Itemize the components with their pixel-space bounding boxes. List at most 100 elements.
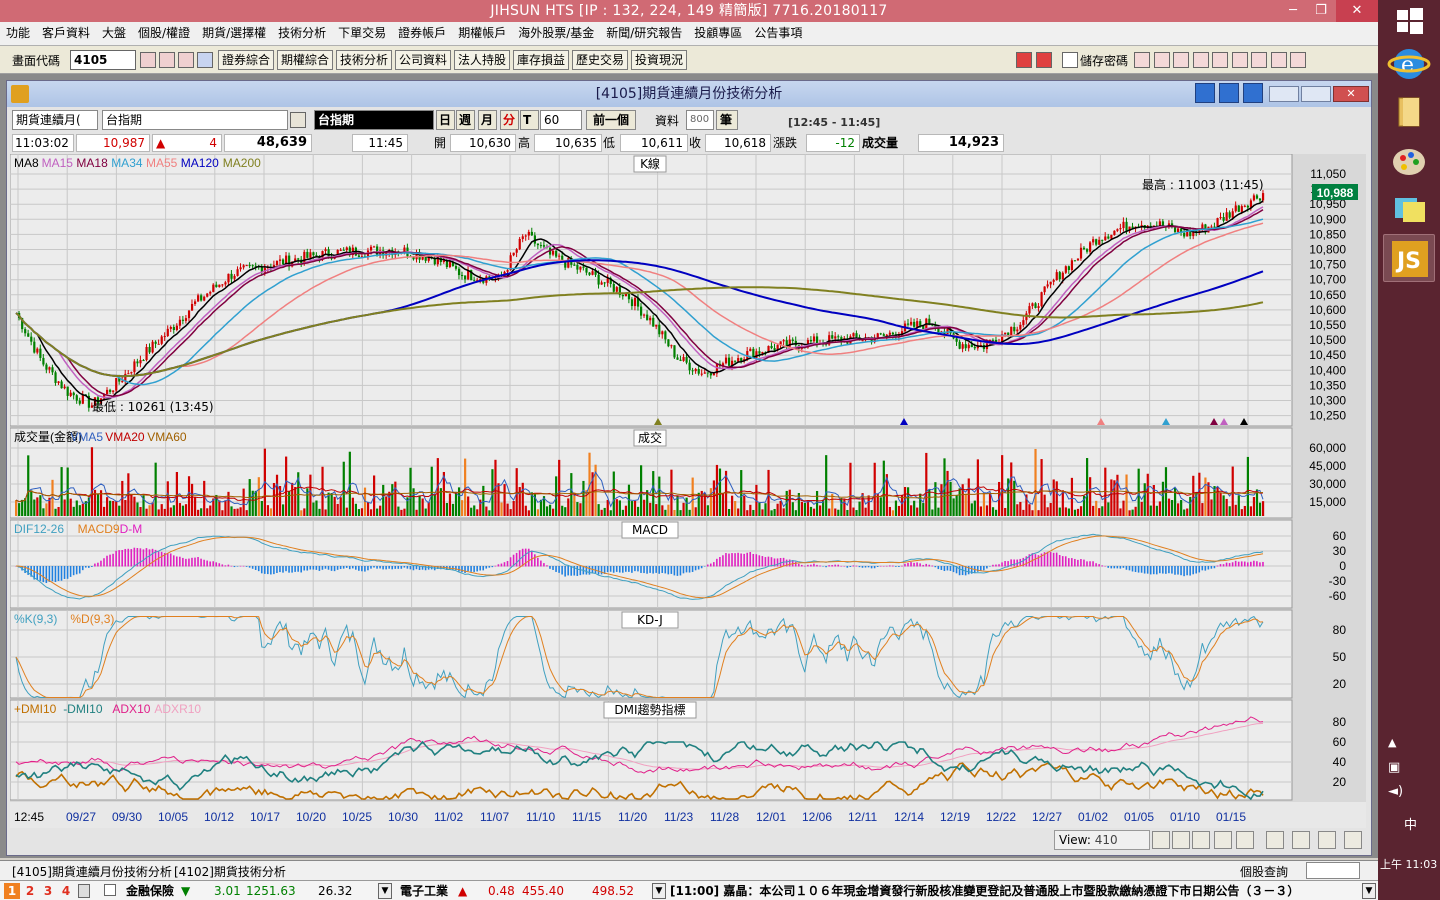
inner-restore-button[interactable]	[1301, 86, 1331, 102]
toolbar-button[interactable]: 法人持股	[454, 50, 511, 70]
tool-icon[interactable]	[1153, 52, 1170, 68]
candle-body	[1049, 281, 1052, 285]
product-type-select[interactable]: 期貨連續月(	[12, 110, 98, 130]
inner-minimize-button[interactable]	[1269, 86, 1299, 102]
macd-hist-bar	[734, 553, 736, 567]
start-button[interactable]	[1383, 0, 1435, 48]
period-button[interactable]: 月	[478, 110, 497, 130]
ie-icon[interactable]: e	[1383, 40, 1435, 88]
lock-icon[interactable]	[78, 884, 90, 898]
view-tool-icon[interactable]	[1152, 831, 1170, 849]
tool-icon[interactable]	[1173, 52, 1189, 68]
menu-item[interactable]: 大盤	[102, 26, 127, 40]
view-tool-icon[interactable]	[1266, 831, 1284, 849]
tray-up-icon[interactable]: ▲	[1388, 736, 1397, 749]
tool-icon[interactable]	[1290, 52, 1306, 68]
tool-icon[interactable]	[1231, 52, 1248, 68]
menu-item[interactable]: 技術分析	[278, 26, 327, 40]
toolbar-button[interactable]: 期權綜合	[277, 50, 334, 70]
period-button[interactable]: 週	[456, 110, 475, 130]
toolbar-button[interactable]: 技術分析	[336, 50, 393, 70]
print-icon[interactable]	[178, 52, 194, 68]
folder-icon[interactable]	[1383, 88, 1435, 136]
sticky-notes-icon[interactable]	[1383, 184, 1435, 232]
pen-button[interactable]: 筆	[716, 110, 738, 130]
tray-network-icon[interactable]: ▣	[1388, 760, 1401, 775]
up-icon[interactable]	[1195, 83, 1215, 103]
tool-icon[interactable]	[1134, 52, 1150, 68]
dropdown-icon[interactable]	[197, 52, 213, 68]
close-button[interactable]: ✕	[1336, 0, 1378, 22]
tool-icon[interactable]	[1192, 52, 1209, 68]
menu-item[interactable]: 新聞/研究報告	[606, 26, 683, 40]
view-tool-icon[interactable]	[1292, 831, 1310, 849]
menu-item[interactable]: 個股/權證	[138, 26, 191, 40]
page-2-button[interactable]: 2	[25, 884, 35, 898]
view-tool-icon[interactable]	[1344, 831, 1362, 849]
sector2-dropdown[interactable]: ▼	[652, 883, 666, 899]
tool-icon[interactable]	[1212, 52, 1228, 68]
macd-hist-bar	[849, 566, 852, 567]
t-icon[interactable]	[1219, 83, 1239, 103]
page-4-button[interactable]: 4	[61, 884, 71, 898]
menu-item[interactable]: 期權帳戶	[458, 26, 507, 40]
tab-4105[interactable]: [4105]期貨連續月份技術分析	[12, 865, 172, 879]
view-tool-icon[interactable]	[1214, 831, 1232, 849]
page-1-button[interactable]: 1	[4, 883, 20, 899]
tool-icon[interactable]	[1270, 52, 1287, 68]
view-box[interactable]: View: 410	[1054, 830, 1150, 850]
volume-bar	[400, 509, 403, 516]
sector1-dropdown[interactable]: ▼	[378, 883, 392, 899]
technical-chart[interactable]: 11,05011,00010,95010,90010,85010,80010,7…	[10, 154, 1366, 828]
window-icon[interactable]	[159, 52, 175, 68]
macd-hist-bar	[564, 566, 566, 577]
restore-button[interactable]: ❐	[1315, 3, 1327, 18]
toolbar-button[interactable]: 證券綜合	[218, 50, 275, 70]
menu-item[interactable]: 下單交易	[338, 26, 387, 40]
news-ticker[interactable]: [11:00] 嘉晶：本公司１０６年現金增資發行新股核准變更登記及普通股上市暨股…	[670, 884, 1300, 898]
toolbar-button[interactable]: 公司資料	[395, 50, 452, 70]
next-arrow-icon[interactable]	[1036, 52, 1052, 68]
toolbar-button[interactable]: 投資現況	[631, 50, 688, 70]
jihsun-app-icon[interactable]: JS	[1383, 234, 1435, 282]
window-titlebar: JIHSUN HTS [IP : 132, 224, 149 精簡版] 7716…	[0, 0, 1378, 22]
interval-select[interactable]: 60	[540, 110, 582, 130]
menu-item[interactable]: 海外股票/基金	[518, 26, 595, 40]
toolbar-button[interactable]: 庫存損益	[513, 50, 570, 70]
tool-icon[interactable]	[1251, 52, 1267, 68]
menu-item[interactable]: 客戶資料	[42, 26, 91, 40]
tray-volume-icon[interactable]: ◄)	[1388, 784, 1404, 799]
toolbar-button[interactable]: 歷史交易	[572, 50, 629, 70]
menu-item[interactable]: 公告事項	[754, 26, 803, 40]
tab-4102[interactable]: [4102]期貨技術分析	[174, 865, 286, 879]
save-password-checkbox[interactable]	[1062, 52, 1078, 68]
minimize-button[interactable]: ─	[1289, 3, 1297, 18]
view-tool-icon[interactable]	[1318, 831, 1336, 849]
view-tool-icon[interactable]	[1236, 831, 1254, 849]
magnifier-icon[interactable]	[290, 112, 306, 128]
help-icon[interactable]	[1243, 83, 1263, 103]
menu-item[interactable]: 功能	[6, 26, 31, 40]
ime-indicator[interactable]: 中	[1404, 818, 1418, 833]
ticker-checkbox[interactable]	[104, 884, 116, 896]
search-icon[interactable]	[140, 52, 156, 68]
taskbar-clock[interactable]: 上午 11:03	[1380, 858, 1438, 871]
period-button[interactable]: 日	[436, 110, 455, 130]
paint-icon[interactable]	[1383, 136, 1435, 184]
inner-close-button[interactable]: ✕	[1333, 86, 1369, 102]
data-count-input[interactable]: 800	[686, 110, 714, 130]
menu-item[interactable]: 投顧專區	[694, 26, 743, 40]
stock-query-input[interactable]	[1306, 862, 1360, 879]
menu-item[interactable]: 期貨/選擇權	[202, 26, 267, 40]
menu-item[interactable]: 證券帳戶	[398, 26, 447, 40]
news-dropdown[interactable]: ▼	[1362, 883, 1376, 899]
period-button[interactable]: T	[520, 110, 539, 130]
code-input[interactable]: 4105	[70, 50, 136, 70]
prev-button[interactable]: 前一個	[586, 110, 636, 130]
page-3-button[interactable]: 3	[43, 884, 53, 898]
period-button[interactable]: 分	[500, 110, 519, 130]
view-tool-icon[interactable]	[1192, 831, 1210, 849]
product-name-select[interactable]: 台指期	[102, 110, 288, 130]
prev-arrow-icon[interactable]	[1016, 52, 1032, 68]
view-tool-icon[interactable]	[1172, 831, 1190, 849]
